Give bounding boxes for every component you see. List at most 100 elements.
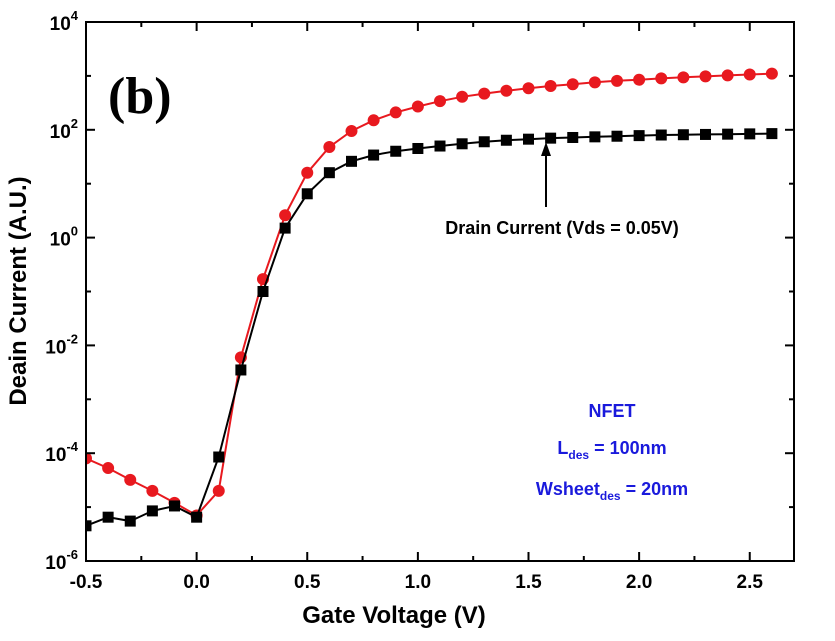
width-value: = 20nm xyxy=(621,479,689,499)
data-point xyxy=(523,133,534,145)
data-point xyxy=(257,286,269,297)
y-tick-base: 10 xyxy=(45,445,66,466)
data-point xyxy=(411,100,424,113)
data-point xyxy=(146,484,159,497)
x-tick-label: 2.5 xyxy=(737,572,764,593)
y-tick-exponent: 4 xyxy=(71,8,79,23)
y-tick-label: 10-2 xyxy=(45,331,78,358)
data-point xyxy=(722,128,734,140)
y-tick-exponent: -4 xyxy=(66,439,78,454)
data-point xyxy=(478,136,490,148)
x-tick-label: 1.0 xyxy=(405,572,431,593)
y-tick-exponent: -6 xyxy=(66,547,78,562)
data-point xyxy=(766,128,778,140)
data-point xyxy=(146,505,158,517)
width-symbol: Wsheet xyxy=(536,479,600,499)
y-tick-label: 104 xyxy=(50,8,79,35)
data-point xyxy=(544,79,557,92)
data-point xyxy=(86,520,92,532)
data-point xyxy=(301,166,314,179)
device-type-label: NFET xyxy=(589,401,636,421)
data-point xyxy=(500,84,513,97)
data-point xyxy=(700,128,711,140)
width-subscript: des xyxy=(600,489,621,503)
x-axis-title: Gate Voltage (V) xyxy=(302,602,486,629)
y-axis-title: Deain Current (A.U.) xyxy=(5,176,32,405)
length-label: Ldes = 100nm xyxy=(557,438,666,462)
data-point xyxy=(86,452,92,465)
y-tick-base: 10 xyxy=(45,337,66,358)
data-point xyxy=(102,511,114,523)
data-point xyxy=(301,188,313,200)
y-tick-exponent: 0 xyxy=(71,224,78,239)
y-tick-base: 10 xyxy=(45,553,66,574)
x-tick-label: 2.0 xyxy=(626,572,652,593)
y-tick-base: 10 xyxy=(50,122,71,143)
data-point xyxy=(368,149,380,161)
data-point xyxy=(456,138,468,150)
length-subscript: des xyxy=(568,448,589,462)
data-point xyxy=(323,140,336,153)
x-tick-label: 1.5 xyxy=(515,572,542,593)
x-tick-label: 0.5 xyxy=(294,572,321,593)
data-point xyxy=(279,222,291,234)
data-point xyxy=(500,134,512,146)
data-point xyxy=(367,114,380,127)
data-point xyxy=(765,67,778,80)
data-point xyxy=(434,140,446,152)
data-point xyxy=(655,72,668,85)
data-point xyxy=(744,128,756,140)
data-point xyxy=(456,90,469,103)
data-point xyxy=(655,129,667,141)
data-point xyxy=(345,125,358,138)
data-point xyxy=(478,87,491,100)
y-tick-label: 10-4 xyxy=(45,439,78,466)
data-point xyxy=(191,511,203,523)
ticks-layer: -0.5 0.0 0.5 1.0 1.5 2.0 2.510-610-410-2100102… xyxy=(45,8,794,593)
data-point xyxy=(677,129,689,141)
y-tick-label: 10-6 xyxy=(45,547,78,574)
data-point xyxy=(566,78,579,91)
data-point xyxy=(743,68,756,81)
data-point xyxy=(633,73,646,86)
drain-current-label: Drain Current (Vds = 0.05V) xyxy=(445,218,679,238)
y-tick-exponent: -2 xyxy=(66,331,78,346)
data-point xyxy=(589,131,601,143)
data-point xyxy=(677,71,690,84)
y-tick-exponent: 2 xyxy=(71,116,78,131)
data-point xyxy=(323,167,335,179)
data-point xyxy=(169,500,180,512)
series-black xyxy=(86,128,778,532)
data-point xyxy=(588,76,601,89)
data-point xyxy=(611,74,623,87)
series-layer xyxy=(86,67,778,532)
data-point xyxy=(124,473,137,486)
data-point xyxy=(102,462,115,475)
length-symbol: L xyxy=(557,438,568,458)
drain-current-arrow xyxy=(541,142,551,207)
width-label: Wsheetdes = 20nm xyxy=(536,479,688,503)
data-point xyxy=(434,95,446,108)
data-point xyxy=(522,82,535,95)
data-point xyxy=(567,131,579,143)
data-point xyxy=(545,132,557,144)
length-value: = 100nm xyxy=(589,438,667,458)
data-point xyxy=(721,69,734,82)
data-point xyxy=(389,106,402,119)
y-tick-label: 102 xyxy=(50,116,78,143)
data-point xyxy=(346,155,357,167)
y-tick-base: 10 xyxy=(50,14,71,35)
data-point xyxy=(279,209,292,222)
y-tick-base: 10 xyxy=(50,230,71,251)
x-tick-label: -0.5 xyxy=(70,572,103,593)
data-point xyxy=(390,145,402,157)
data-point xyxy=(633,130,645,142)
data-point xyxy=(124,515,136,527)
data-point xyxy=(699,70,712,83)
data-point xyxy=(611,130,623,142)
data-point xyxy=(213,451,225,463)
panel-label: (b) xyxy=(108,68,172,125)
y-tick-label: 100 xyxy=(50,224,78,251)
x-tick-label: 0.0 xyxy=(183,572,209,593)
